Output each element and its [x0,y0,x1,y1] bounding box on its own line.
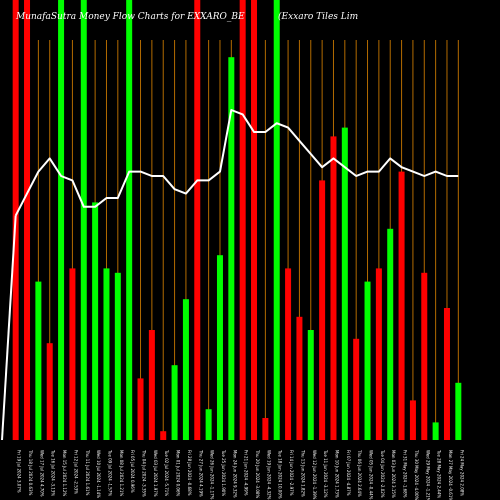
x-tick-label: Fri 05 Jul 2024 0.96% [130,450,135,493]
x-tick-label: Tue 11 Jun 2024 -3.12% [323,449,328,498]
bar [421,272,428,440]
bar [46,343,53,440]
bar [171,365,178,440]
bar [205,409,212,440]
bar [375,268,382,440]
bar [432,422,439,440]
x-tick-label: Wed 26 Jun 2024 -1.17% [210,450,215,500]
x-tick-label: Thu 13 Jun 2024 1.82% [300,449,305,497]
x-tick-label: Wed 17 Jul 2024 4.70% [39,450,44,497]
x-tick-label: Mon 10 Jun 2024 1.73% [334,450,339,498]
bar [114,272,121,440]
bar [239,0,246,440]
x-tick-label: Tue 16 Jul 2024 -3.13% [51,449,56,496]
bar [148,330,155,440]
x-tick-label: Thu 18 Jul 2024 0.63% [28,449,33,496]
x-tick-label: Tue 18 Jun 2024 10.00% [278,449,283,499]
x-tick-label: Thu 30 May 2024 -4.00% [414,449,419,500]
bar [35,281,42,440]
x-tick-label: Tue 02 Jul 2024 -5.71% [164,449,169,496]
bar [24,0,31,440]
x-tick-label: Thu 20 Jun 2024 -3.08% [255,449,260,498]
bar [341,127,348,440]
x-tick-label: Wed 29 May 2024 -1.21% [425,450,430,500]
bar [364,281,371,440]
bar [58,0,65,440]
x-tick-label: Fri 07 Jun 2024 -4.87% [346,450,351,496]
x-tick-label: Mon 27 May 2024 -0.61% [448,450,453,500]
x-tick-label: Mon 03 Jun 2024 3.15% [391,450,396,498]
bar [182,299,189,440]
x-tick-labels: Fri 19 Jul 2024 3.07% Thu 18 Jul 2024 0.6… [17,449,465,500]
bar [443,308,450,440]
x-tick-label: Thu 04 Jul 2024 -3.35% [142,449,147,497]
bar [387,228,394,440]
bar [296,316,303,440]
trend-line-start [1,215,17,441]
x-tick-label: Thu 27 Jun 2024 4.19% [198,449,203,497]
bar [194,0,201,440]
company-name: (Exxaro Tiles Lim [278,12,359,22]
bar [330,136,337,440]
bar [216,255,223,440]
x-tick-label: Fri 21 Jun 2024 -4.99% [244,450,249,496]
x-tick-label: Wed 03 Jul 2024 1.97% [153,450,158,497]
x-tick-label: Mon 15 Jul 2024 1.12% [62,450,67,497]
x-tick-label: Wed 10 Jul 2024 -1.14% [96,450,101,498]
x-tick-label: Mon 08 Jul 2024 1.21% [119,450,124,497]
bar [103,268,110,440]
x-tick-label: Mon 24 Jun 2024 9.32% [232,450,237,498]
x-tick-label: Fri 19 Jul 2024 3.07% [17,450,22,493]
bar [80,0,87,440]
x-tick-label: Wed 05 Jun 2024 -0.44% [369,450,374,500]
bar [273,0,280,440]
bar [228,57,235,440]
bar [251,0,258,440]
x-tick-label: Wed 12 Jun 2024 -1.39% [312,450,317,500]
x-tick-label: Thu 11 Jul 2024 1.61% [85,449,90,496]
bar [319,180,326,440]
x-tick-label: Tue 09 Jul 2024 -1.57% [107,449,112,496]
x-tick-label: Tue 28 May 2024 2.44% [437,449,442,498]
bar [398,171,405,440]
bar [126,0,133,440]
bar [160,431,167,440]
chart-title: MunafaSutra Money Flow Charts for EXXARO… [16,12,245,22]
x-tick-label: Tue 25 Jun 2024 1.90% [221,449,226,496]
x-tick-label: Tue 04 Jun 2024 -2.02% [380,449,385,498]
x-tick-label: Thu 06 Jun 2024 2.64% [357,449,362,497]
money-flow-line [1,109,459,441]
bar [262,418,269,440]
x-tick-label: Fri 28 Jun 2024 -0.68% [187,450,192,496]
bar [307,330,314,440]
x-tick-label: Mon 01 Jul 2024 0.06% [176,450,181,497]
bar [285,268,292,440]
x-tick-label: Wed 19 Jun 2024 -4.32% [266,450,271,500]
x-tick-label: Fri 12 Jul 2024 -2.53% [73,450,78,494]
x-tick-label: Fri 31 May 2024 -1.68% [403,450,408,498]
bar [137,378,144,440]
x-tick-label: Fri 14 Jun 2024 -2.97% [289,450,294,496]
trend-line [14,109,459,217]
bar [409,400,416,440]
bar [455,382,462,440]
bar [69,268,76,440]
bar [92,202,99,440]
bar [353,338,360,440]
x-tick-label: Fri 24 May 2024 2.08% [459,450,464,496]
